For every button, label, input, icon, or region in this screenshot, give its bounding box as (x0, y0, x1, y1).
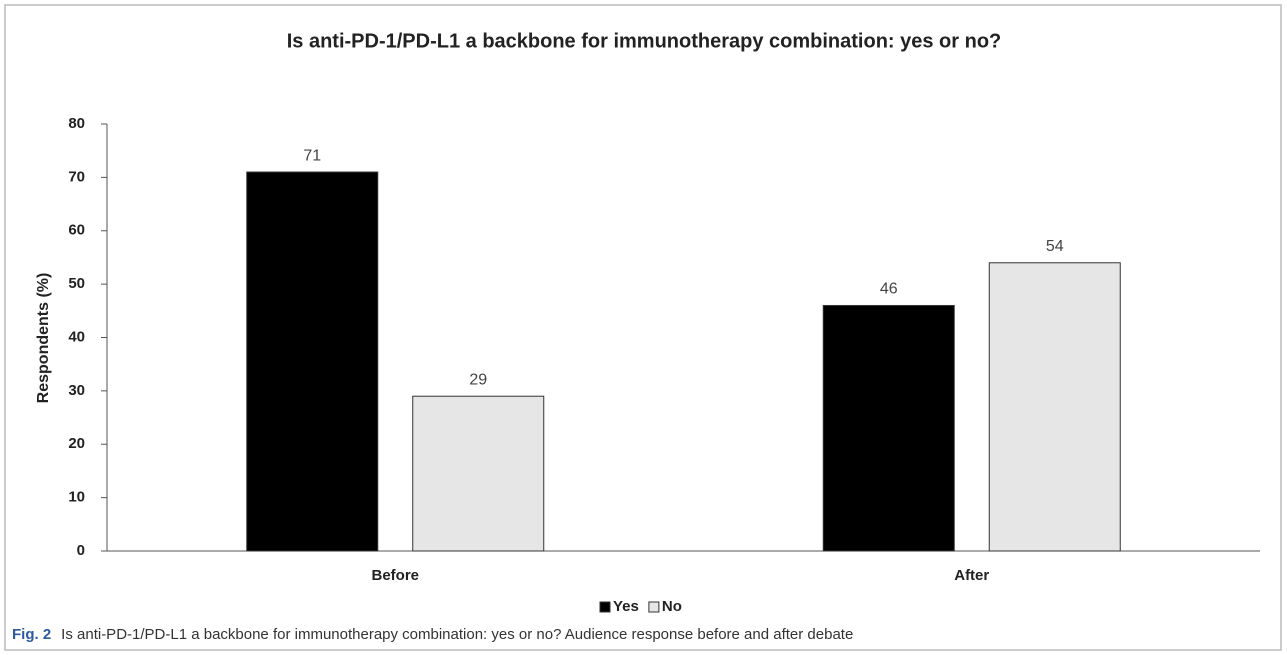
value-label: 54 (1046, 238, 1064, 255)
chart-title: Is anti-PD-1/PD-L1 a backbone for immuno… (287, 30, 1002, 52)
y-tick-label: 60 (68, 222, 85, 239)
y-tick-label: 20 (68, 435, 85, 452)
y-tick-label: 10 (68, 489, 85, 506)
legend-swatch (648, 601, 660, 613)
bar (246, 171, 379, 552)
legend-label: Yes (613, 598, 639, 615)
legend-label: No (662, 598, 682, 615)
bar (822, 304, 955, 552)
bar (988, 262, 1121, 552)
value-label: 71 (303, 147, 321, 164)
caption-label: Fig. 2 (12, 626, 51, 643)
y-tick-label: 80 (68, 115, 85, 132)
value-label: 29 (469, 371, 487, 388)
legend-swatch (599, 601, 611, 613)
caption: Fig. 2 Is anti-PD-1/PD-L1 a backbone for … (12, 626, 853, 643)
y-tick-label: 40 (68, 328, 85, 345)
x-tick-label: After (954, 567, 989, 584)
y-axis-label: Respondents (%) (35, 273, 52, 404)
y-tick-label: 0 (77, 542, 85, 559)
y-tick-label: 30 (68, 382, 85, 399)
bar (412, 395, 545, 552)
value-label: 46 (880, 281, 898, 298)
y-tick-label: 50 (68, 275, 85, 292)
y-tick-label: 70 (68, 168, 85, 185)
x-tick-label: Before (371, 567, 419, 584)
caption-text: Is anti-PD-1/PD-L1 a backbone for immuno… (61, 626, 853, 643)
